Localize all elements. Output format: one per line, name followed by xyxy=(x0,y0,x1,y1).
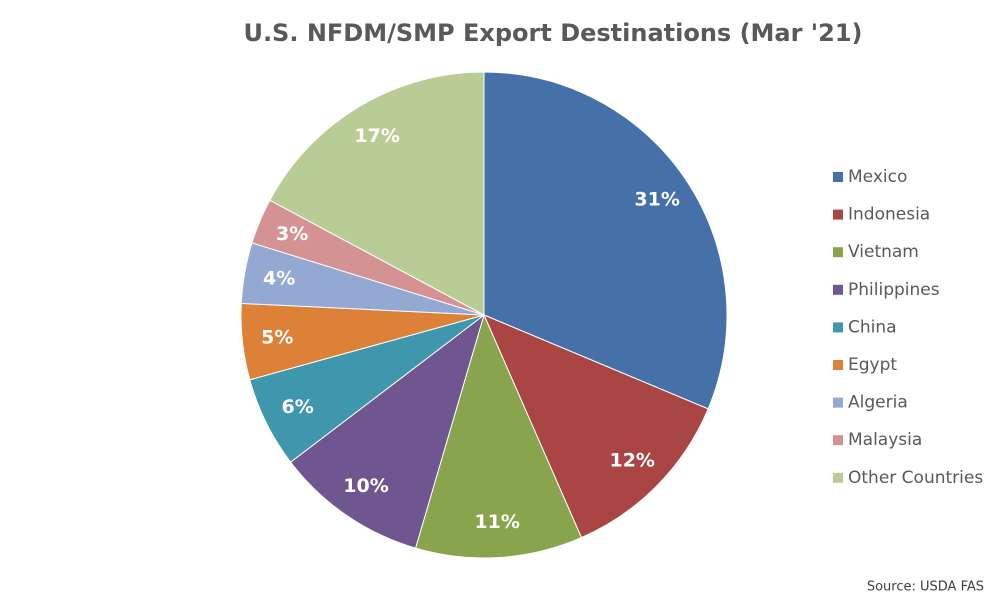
legend-label: Malaysia xyxy=(848,430,922,450)
source-note: Source: USDA FAS xyxy=(867,580,984,595)
data-label: 11% xyxy=(474,511,519,533)
legend-swatch xyxy=(833,209,843,220)
data-label: 6% xyxy=(282,396,314,418)
pie-slice xyxy=(483,71,728,410)
legend-swatch xyxy=(833,472,843,483)
legend-label: Mexico xyxy=(848,167,907,187)
legend-swatch xyxy=(833,360,843,370)
pie-slice xyxy=(289,313,485,549)
legend-label: Other Countries xyxy=(848,468,983,488)
legend-swatch xyxy=(833,172,843,182)
data-label: 4% xyxy=(263,267,295,289)
legend-swatch xyxy=(833,284,843,295)
data-label: 31% xyxy=(634,188,679,210)
legend-swatch xyxy=(833,322,843,333)
data-label: 12% xyxy=(609,449,654,471)
legend-swatch xyxy=(833,435,843,446)
chart-title: U.S. NFDM/SMP Export Destinations (Mar '… xyxy=(243,19,862,47)
pie-slice xyxy=(269,71,485,316)
legend-label: Indonesia xyxy=(848,205,930,225)
legend-label: China xyxy=(848,317,897,337)
pie-slice xyxy=(414,313,583,559)
legend-label: Philippines xyxy=(848,280,940,300)
pie-slice xyxy=(483,314,709,539)
legend-swatch xyxy=(833,247,843,258)
data-label: 3% xyxy=(276,223,308,245)
legend-swatch xyxy=(833,397,843,408)
data-label: 5% xyxy=(261,327,293,349)
data-label: 10% xyxy=(343,475,388,497)
legend-label: Egypt xyxy=(848,355,897,375)
legend-label: Algeria xyxy=(848,393,908,413)
data-label: 17% xyxy=(354,125,399,147)
legend-label: Vietnam xyxy=(848,242,919,262)
